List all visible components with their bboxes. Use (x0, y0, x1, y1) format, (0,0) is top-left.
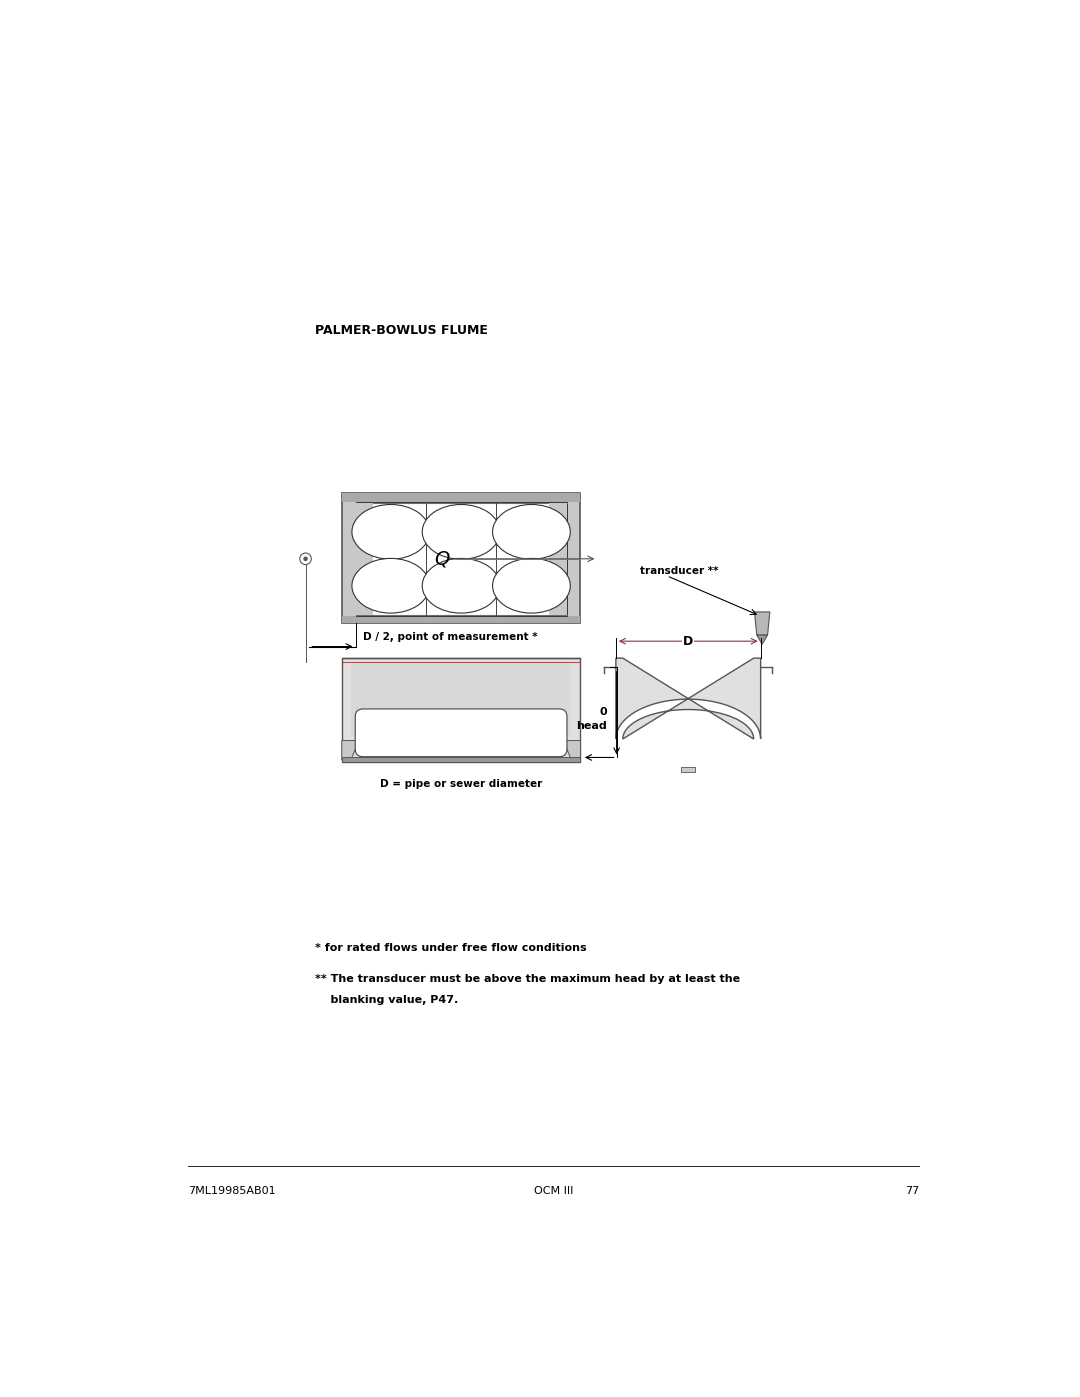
Ellipse shape (352, 559, 430, 613)
Bar (341, 493, 580, 623)
Ellipse shape (422, 559, 500, 613)
Circle shape (303, 557, 307, 560)
Bar (355, 502, 567, 616)
Text: * for rated flows under free flow conditions: * for rated flows under free flow condit… (314, 943, 586, 953)
Ellipse shape (422, 504, 500, 559)
Text: 0: 0 (599, 707, 607, 718)
Text: OCM III: OCM III (534, 1186, 573, 1196)
Bar (549, 503, 567, 615)
Polygon shape (616, 658, 760, 739)
Text: 77: 77 (905, 1186, 919, 1196)
Text: D: D (684, 634, 693, 648)
FancyBboxPatch shape (355, 708, 567, 757)
Bar (341, 658, 580, 763)
Text: D = pipe or sewer diameter: D = pipe or sewer diameter (380, 780, 542, 789)
Ellipse shape (352, 504, 430, 559)
Bar (341, 493, 580, 502)
Text: ** The transducer must be above the maximum head by at least the: ** The transducer must be above the maxi… (314, 974, 740, 983)
Bar (681, 767, 696, 771)
Text: 7ML19985AB01: 7ML19985AB01 (188, 1186, 275, 1196)
Text: PALMER-BOWLUS FLUME: PALMER-BOWLUS FLUME (314, 324, 488, 338)
Bar (341, 616, 580, 623)
Bar (351, 662, 571, 735)
Text: blanking value, P47.: blanking value, P47. (314, 996, 458, 1006)
Polygon shape (564, 740, 580, 760)
Bar (341, 757, 580, 763)
Ellipse shape (492, 504, 570, 559)
Bar (355, 503, 374, 615)
Ellipse shape (492, 559, 570, 613)
Polygon shape (755, 612, 770, 636)
Polygon shape (341, 740, 359, 760)
Text: Q: Q (434, 549, 449, 569)
Polygon shape (757, 636, 768, 644)
Text: transducer **: transducer ** (639, 566, 718, 576)
Text: D / 2, point of measurement *: D / 2, point of measurement * (363, 631, 538, 643)
Text: head: head (576, 721, 607, 731)
